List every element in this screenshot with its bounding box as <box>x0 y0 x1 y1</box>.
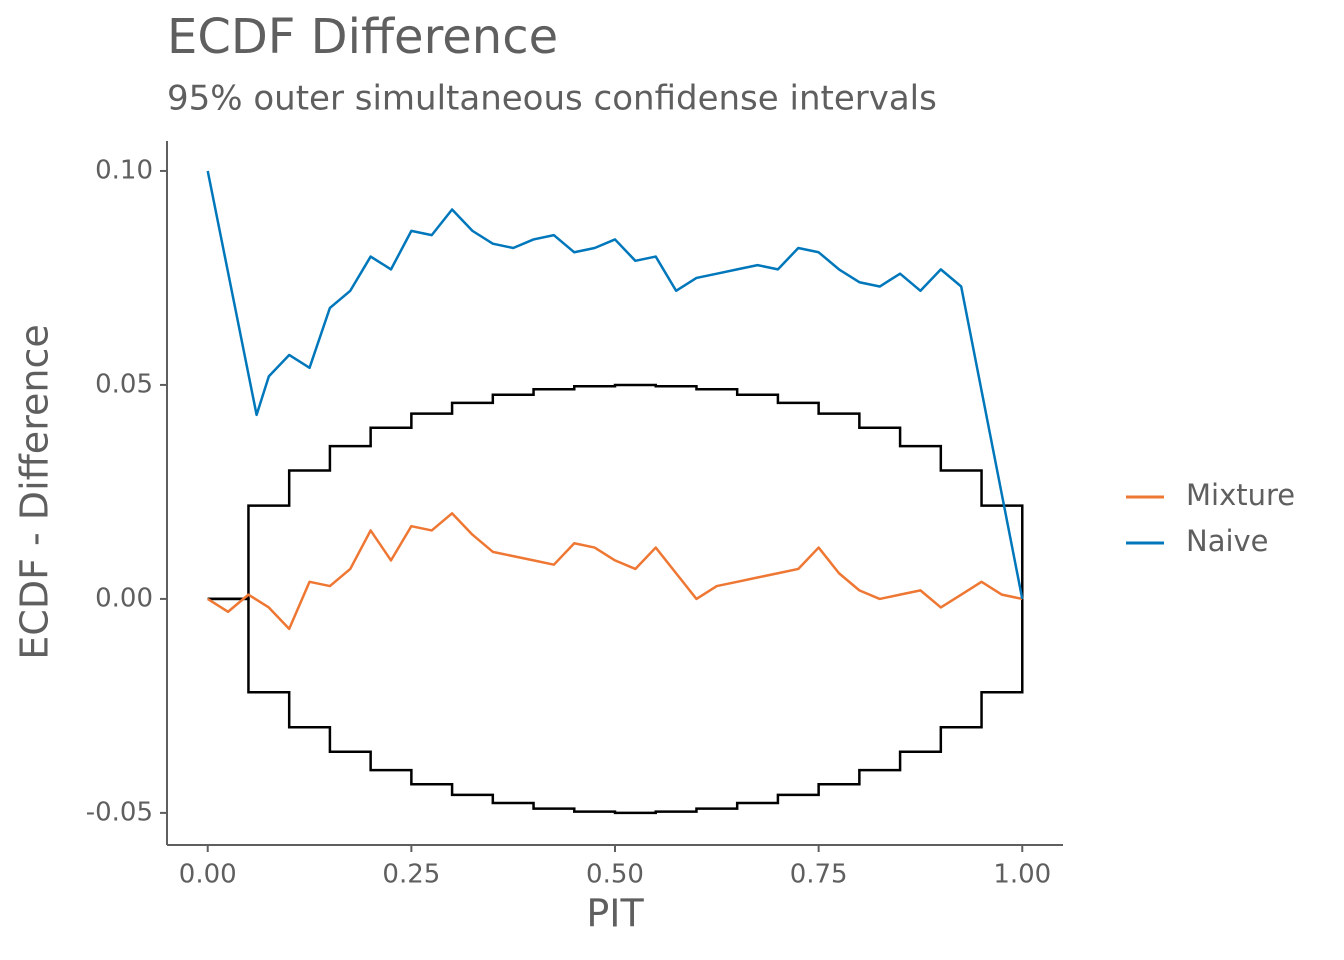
y-tick-label: 0.05 <box>95 369 153 399</box>
x-tick-label: 0.50 <box>586 860 644 890</box>
x-tick-label: 1.00 <box>993 860 1051 890</box>
x-tick-label: 0.00 <box>179 860 237 890</box>
interval-upper <box>207 383 1024 601</box>
legend-label: Mixture <box>1186 478 1295 512</box>
line <box>207 512 1023 631</box>
y-axis-title: ECDF - Difference <box>13 324 57 659</box>
x-tick-label: 0.75 <box>790 860 848 890</box>
y-tick-label: -0.05 <box>86 797 153 827</box>
chart-title: ECDF Difference <box>167 9 558 65</box>
chart-subtitle: 95% outer simultaneous confidense interv… <box>167 79 937 119</box>
y-tick-label: 0.10 <box>95 155 153 185</box>
legend-label: Naive <box>1186 524 1269 558</box>
interval-lower <box>207 597 1024 815</box>
line <box>206 170 1024 600</box>
y-tick-label: 0.00 <box>95 583 153 613</box>
x-tick-label: 0.25 <box>382 860 440 890</box>
x-axis-title: PIT <box>586 892 644 936</box>
